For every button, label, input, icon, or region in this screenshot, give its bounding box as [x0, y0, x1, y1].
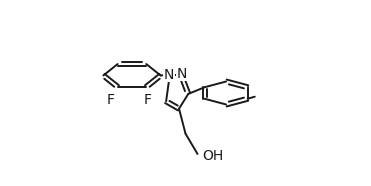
Text: N: N [164, 68, 174, 81]
Text: F: F [106, 93, 114, 107]
Text: F: F [144, 93, 152, 107]
Text: OH: OH [202, 149, 223, 163]
Text: N: N [177, 67, 187, 81]
